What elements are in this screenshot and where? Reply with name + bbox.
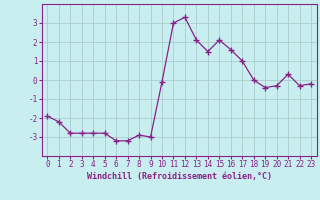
X-axis label: Windchill (Refroidissement éolien,°C): Windchill (Refroidissement éolien,°C)	[87, 172, 272, 181]
